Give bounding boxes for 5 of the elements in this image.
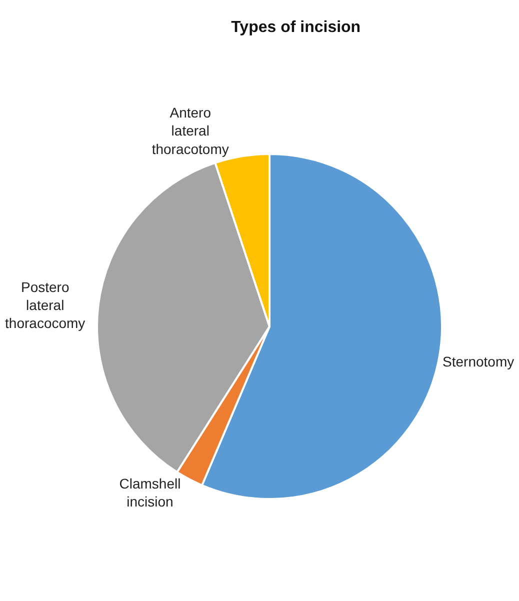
slice-label: Postero lateral thoracocomy [5,278,86,332]
slice-label: Antero lateral thoracotomy [152,104,229,157]
slice-label: Clamshell incision [119,476,181,510]
chart-title: Types of incision [231,19,361,36]
slice-label: Sternotomy [442,353,514,370]
